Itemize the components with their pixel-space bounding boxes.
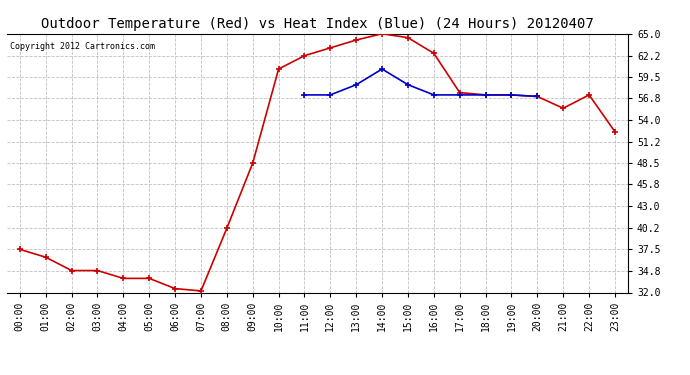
Title: Outdoor Temperature (Red) vs Heat Index (Blue) (24 Hours) 20120407: Outdoor Temperature (Red) vs Heat Index … [41,17,594,31]
Text: Copyright 2012 Cartronics.com: Copyright 2012 Cartronics.com [10,42,155,51]
